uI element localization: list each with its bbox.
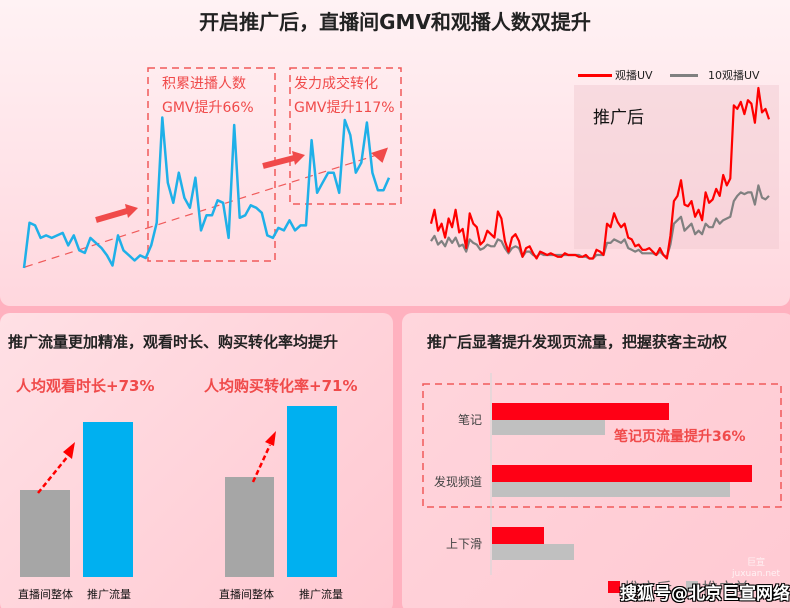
metric-conversion: 人均购买转化率+71% — [204, 377, 358, 395]
annotation-1: 积累进播人数 GMV提升66% — [162, 72, 254, 120]
growth-arrows — [37, 431, 276, 494]
highlight-box — [422, 383, 782, 508]
legend-after: 推广后 — [608, 575, 672, 599]
legend-label-10uv: 10观播UV — [708, 69, 760, 82]
category-label-discover: 发现频道 — [433, 475, 482, 489]
annotation-2: 发力成交转化 GMV提升117% — [294, 72, 395, 120]
hbar-note-after — [492, 403, 669, 420]
legend-swatch-red — [578, 73, 612, 77]
annotation-2-line2: GMV提升117% — [294, 100, 395, 116]
after-promotion-label: 推广后 — [593, 108, 644, 128]
category-label-note: 笔记 — [457, 413, 482, 427]
arrow-icon-1 — [95, 204, 138, 223]
hbar-swipe-before — [492, 544, 574, 560]
bar-label-overall-1: 直播间整体 — [18, 588, 73, 601]
annotation-1-line1: 积累进播人数 — [162, 76, 246, 92]
annotation-1-line2: GMV提升66% — [162, 100, 254, 116]
right-panel: 推广后显著提升发现页流量，把握获客主动权 笔记 发现频道 上下滑 笔记页流量提升… — [402, 313, 790, 608]
bar-label-promo-1: 推广流量 — [87, 588, 131, 601]
hbar-discover-before — [492, 482, 730, 497]
metric-watch-time: 人均观看时长+73% — [16, 377, 155, 395]
bar-label-promo-2: 推广流量 — [299, 588, 343, 601]
legend-label-uv: 观播UV — [615, 69, 653, 82]
bar-watch-time-overall — [20, 490, 70, 577]
category-label-swipe: 上下滑 — [445, 537, 482, 551]
legend-item-uv: 观播UV — [578, 67, 653, 83]
watermark: 搜狐号@北京巨宣网络 — [620, 584, 790, 604]
watermark-small-line2: juxuan.net — [732, 569, 781, 579]
legend-swatch-after — [608, 581, 620, 593]
gmv-line-chart — [22, 67, 402, 269]
hbar-chart — [422, 373, 782, 575]
legend-label-after: 推广后 — [624, 579, 673, 598]
annotation-box-2 — [289, 67, 402, 205]
bar-conversion-overall — [225, 477, 274, 577]
bar-label-overall-2: 直播间整体 — [219, 588, 274, 601]
legend-swatch-before — [686, 581, 698, 593]
bar-conversion-promo — [287, 406, 337, 577]
left-panel: 推广流量更加精准，观看时长、购买转化率均提升 人均观看时长+73% 人均购买转化… — [0, 313, 393, 608]
main-title: 开启推广后，直播间GMV和观播人数双提升 — [199, 10, 591, 34]
dashed-arrow-icon-2 — [251, 431, 276, 483]
hbar-swipe-after — [492, 527, 544, 544]
dashed-arrow-icon-1 — [37, 442, 75, 494]
annotation-box-1 — [147, 67, 276, 262]
uv-line-chart — [429, 86, 771, 260]
trend-arrowhead-icon — [370, 147, 389, 163]
series-uv-line — [429, 86, 771, 260]
top-panel: 开启推广后，直播间GMV和观播人数双提升 积累进播人数 GMV提升66% 发力成… — [0, 0, 790, 306]
hbar-discover-after — [492, 465, 752, 482]
legend-swatch-gray — [670, 73, 698, 77]
watermark-small-line1: 巨宣 — [747, 558, 766, 568]
legend-label-before: 推广前 — [702, 579, 751, 598]
bar-watch-time-promo — [83, 422, 133, 577]
legend-item-10uv: 10观播UV — [670, 67, 760, 83]
right-panel-title: 推广后显著提升发现页流量，把握获客主动权 — [427, 333, 728, 351]
note-traffic-callout: 笔记页流量提升36% — [614, 429, 746, 445]
arrow-icon-2 — [262, 151, 305, 169]
annotation-2-line1: 发力成交转化 — [294, 76, 378, 92]
legend-before: 推广前 — [686, 575, 750, 599]
gmv-series-line — [22, 116, 391, 269]
watermark-small: 巨宣 juxuan.net — [732, 558, 780, 580]
series-10uv-line — [430, 184, 770, 260]
trend-line — [24, 153, 381, 268]
left-panel-title: 推广流量更加精准，观看时长、购买转化率均提升 — [8, 333, 339, 351]
hbar-note-before — [492, 420, 605, 435]
